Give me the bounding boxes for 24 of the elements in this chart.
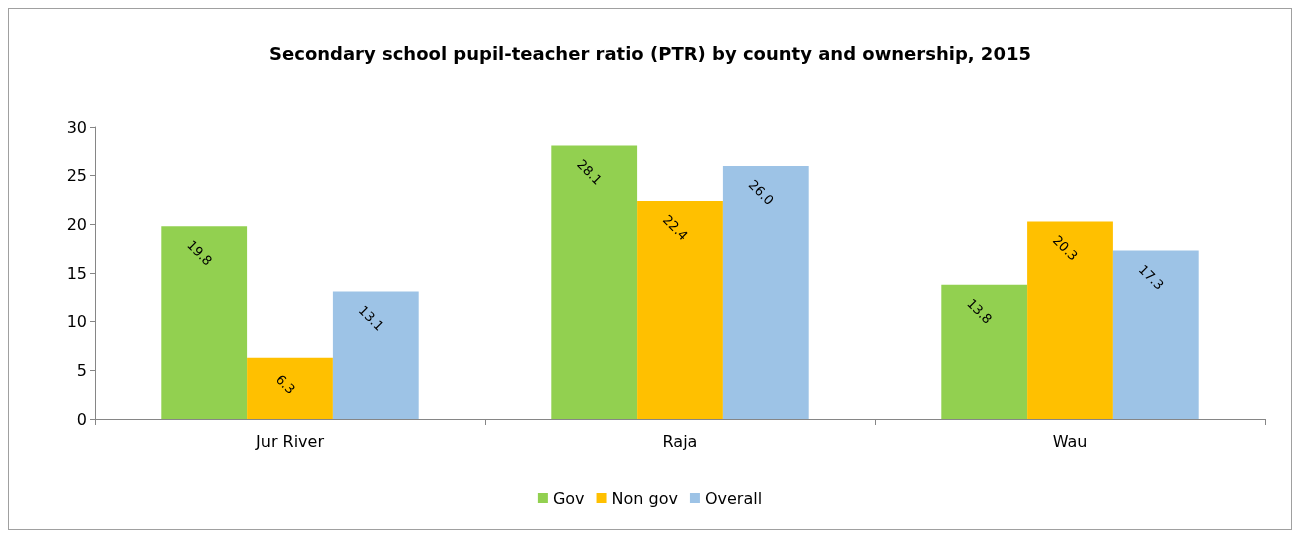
x-tick-label: Wau: [1052, 431, 1088, 451]
legend-label: Non gov: [611, 488, 678, 508]
y-tick-label: 10: [66, 312, 87, 332]
y-tick-label: 25: [66, 166, 87, 186]
legend-label: Gov: [552, 488, 585, 508]
bar: [1112, 250, 1199, 419]
bar: [722, 165, 809, 419]
y-tick-label: 5: [76, 360, 87, 380]
legend-label: Overall: [704, 488, 763, 508]
x-tick-label: Jur River: [255, 431, 325, 451]
text: 6.3: [272, 371, 299, 397]
y-tick-label: 20: [66, 214, 87, 234]
bar: [332, 291, 419, 419]
x-tick-label: Raja: [662, 431, 698, 451]
y-tick-label: 0: [76, 409, 87, 429]
y-tick-label: 30: [66, 117, 87, 137]
bar: [1027, 221, 1113, 419]
y-tick-label: 15: [66, 263, 87, 283]
bar: [161, 226, 248, 419]
bar: [247, 357, 333, 419]
bar: [637, 200, 723, 419]
chart-title: Secondary school pupil-teacher ratio (PTR) by county and ownership, 2015: [269, 42, 1031, 64]
bar: [551, 145, 638, 419]
bar: [941, 284, 1028, 419]
